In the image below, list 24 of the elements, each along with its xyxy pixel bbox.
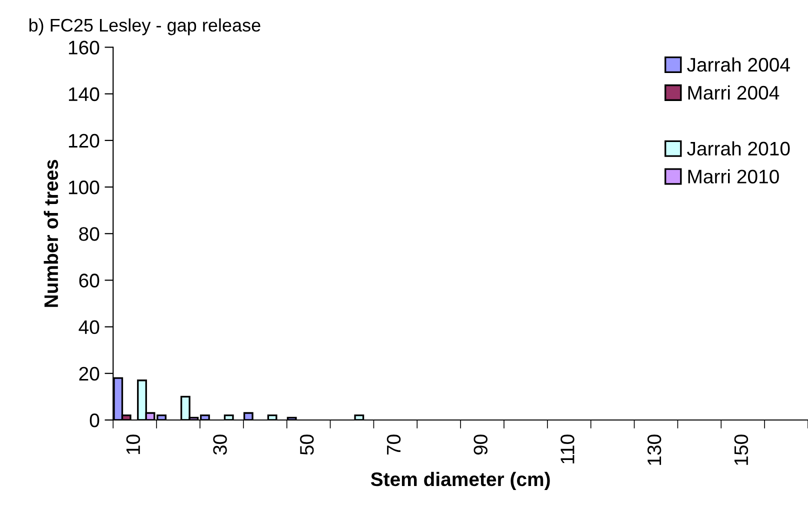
y-tick-label: 80 (79, 227, 100, 241)
y-tick-label: 40 (78, 320, 100, 334)
legend-label: Jarrah 2010 (687, 141, 790, 156)
x-tick-label: 10 (126, 434, 140, 454)
chart-title: b) FC25 Lesley - gap release (29, 18, 260, 36)
x-tick-label: 70 (386, 434, 401, 455)
legend-label: Jarrah 2004 (687, 57, 790, 72)
x-tick-label: 130 (647, 434, 662, 465)
legend-label: Marri 2004 (688, 85, 780, 100)
y-tick-label: 60 (79, 274, 100, 288)
y-axis-title: Number of trees (44, 160, 58, 307)
y-tick-label: 20 (79, 366, 100, 381)
legend-label: Marri 2010 (688, 169, 779, 184)
y-tick-label: 120 (68, 134, 100, 148)
y-tick-label: 140 (68, 87, 100, 102)
x-tick-label: 30 (213, 434, 227, 455)
x-tick-label: 50 (300, 434, 314, 455)
x-tick-label: 90 (474, 434, 488, 455)
x-axis-title: Stem diameter (cm) (370, 472, 550, 490)
x-tick-label: 150 (734, 434, 748, 465)
y-tick-label: 0 (90, 413, 100, 428)
x-tick-label: 110 (560, 434, 574, 464)
y-tick-label: 160 (68, 40, 100, 54)
y-tick-label: 100 (68, 180, 100, 194)
